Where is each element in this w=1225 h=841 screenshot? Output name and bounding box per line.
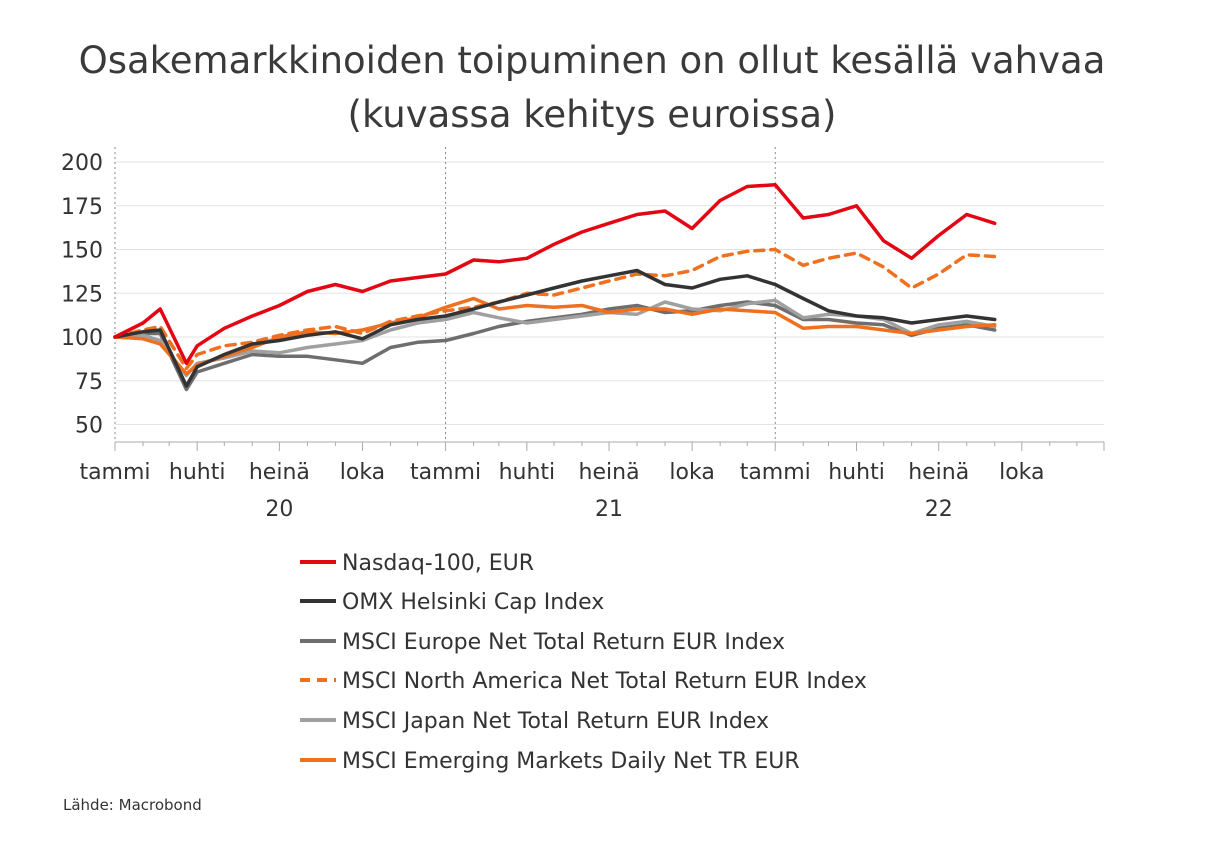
x-axis: tammi huhti heinä loka tammi huhti heinä loka ta… bbox=[79, 441, 1105, 522]
x-tick-label: loka bbox=[999, 460, 1044, 485]
y-tick-label: 200 bbox=[61, 151, 103, 176]
legend-label: MSCI Japan Net Total Return EUR Index bbox=[342, 709, 769, 734]
series-line-3 bbox=[113, 247, 997, 371]
legend-label: MSCI North America Net Total Return EUR … bbox=[342, 669, 867, 694]
y-axis: 200 175 150 125 100 75 50 bbox=[61, 151, 103, 439]
x-year-label: 21 bbox=[595, 497, 623, 522]
series-line-5 bbox=[113, 296, 997, 376]
legend-label: OMX Helsinki Cap Index bbox=[342, 590, 604, 615]
x-year-label: 22 bbox=[925, 497, 953, 522]
y-tick-label: 100 bbox=[61, 326, 103, 351]
x-tick-label: heinä bbox=[908, 460, 969, 485]
grid bbox=[114, 147, 1104, 442]
chart-title-line-1: Osakemarkkinoiden toipuminen on ollut ke… bbox=[79, 39, 1106, 82]
x-tick-label: loka bbox=[340, 460, 385, 485]
y-tick-label: 125 bbox=[61, 282, 103, 307]
legend: Nasdaq-100, EUR OMX Helsinki Cap Index MSC… bbox=[300, 551, 867, 774]
x-tick-label: tammi bbox=[79, 460, 150, 485]
x-tick-label: tammi bbox=[410, 460, 481, 485]
x-year-label: 20 bbox=[265, 497, 293, 522]
legend-label: Nasdaq-100, EUR bbox=[342, 551, 534, 576]
y-tick-label: 50 bbox=[75, 414, 103, 439]
series-line-4 bbox=[113, 298, 997, 378]
series-line-1 bbox=[113, 268, 997, 388]
series-line-0 bbox=[113, 183, 997, 366]
x-tick-label: huhti bbox=[499, 460, 556, 485]
legend-label: MSCI Emerging Markets Daily Net TR EUR bbox=[342, 749, 800, 774]
legend-label: MSCI Europe Net Total Return EUR Index bbox=[342, 630, 785, 655]
x-tick-label: huhti bbox=[169, 460, 226, 485]
chart-title-line-2: (kuvassa kehitys euroissa) bbox=[348, 93, 837, 136]
x-tick-label: heinä bbox=[579, 460, 640, 485]
y-tick-label: 150 bbox=[61, 239, 103, 264]
x-tick-label: loka bbox=[669, 460, 714, 485]
x-tick-label: tammi bbox=[740, 460, 811, 485]
series-lines bbox=[113, 183, 997, 392]
y-tick-label: 175 bbox=[61, 195, 103, 220]
x-tick-label: huhti bbox=[828, 460, 885, 485]
x-tick-label: heinä bbox=[249, 460, 310, 485]
y-tick-label: 75 bbox=[75, 370, 103, 395]
source-note: Lähde: Macrobond bbox=[63, 796, 202, 814]
